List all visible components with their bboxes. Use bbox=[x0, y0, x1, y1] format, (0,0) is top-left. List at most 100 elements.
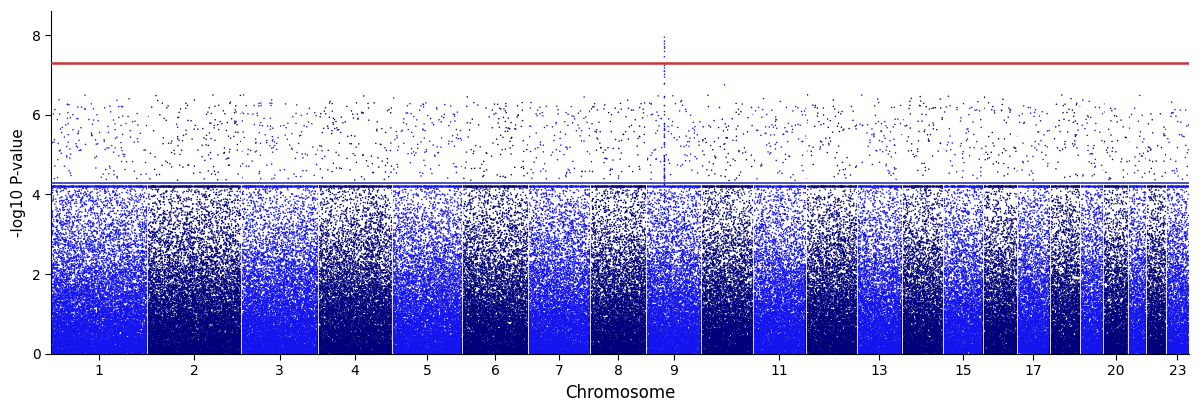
Point bbox=[1030, 324, 1049, 331]
Point bbox=[540, 335, 559, 341]
Point bbox=[967, 183, 986, 190]
Point bbox=[44, 301, 64, 308]
Point bbox=[1163, 340, 1182, 347]
Point bbox=[899, 293, 918, 299]
Point bbox=[1094, 341, 1114, 347]
Point bbox=[125, 255, 144, 262]
Point bbox=[348, 294, 367, 301]
Point bbox=[210, 254, 229, 261]
Point bbox=[582, 339, 601, 346]
Point bbox=[1014, 297, 1033, 304]
Point bbox=[887, 248, 906, 255]
Point bbox=[560, 307, 580, 313]
Point bbox=[610, 344, 629, 351]
Point bbox=[668, 350, 688, 356]
Point bbox=[780, 325, 799, 332]
Point bbox=[1145, 338, 1164, 344]
Point bbox=[774, 306, 793, 313]
Point bbox=[829, 234, 848, 240]
Point bbox=[968, 288, 988, 294]
Point bbox=[731, 346, 750, 352]
Point bbox=[518, 289, 538, 296]
Point bbox=[702, 288, 721, 294]
Point bbox=[1120, 347, 1139, 353]
Point bbox=[845, 183, 864, 190]
Point bbox=[352, 304, 371, 310]
Point bbox=[299, 348, 318, 354]
Point bbox=[1162, 344, 1181, 351]
Point bbox=[1067, 318, 1086, 325]
Point bbox=[380, 273, 400, 279]
Point bbox=[47, 282, 66, 288]
Point bbox=[382, 346, 401, 353]
Point bbox=[628, 183, 647, 190]
Point bbox=[598, 218, 617, 225]
Point bbox=[1001, 184, 1020, 191]
Point bbox=[1064, 251, 1084, 258]
Point bbox=[160, 331, 179, 338]
Point bbox=[48, 270, 67, 277]
Point bbox=[792, 297, 811, 304]
Point bbox=[634, 244, 653, 250]
Point bbox=[766, 209, 785, 216]
Point bbox=[791, 322, 810, 329]
Point bbox=[870, 183, 889, 190]
Point bbox=[464, 313, 484, 320]
Point bbox=[193, 348, 212, 355]
Point bbox=[722, 227, 742, 233]
Point bbox=[895, 301, 914, 307]
Point bbox=[642, 100, 661, 107]
Point bbox=[310, 291, 329, 297]
Point bbox=[152, 321, 172, 328]
Point bbox=[98, 350, 118, 357]
Point bbox=[935, 184, 954, 190]
Point bbox=[359, 258, 378, 265]
Point bbox=[608, 337, 628, 344]
Point bbox=[466, 344, 485, 351]
Point bbox=[492, 280, 511, 287]
Point bbox=[883, 348, 902, 354]
Point bbox=[313, 309, 332, 315]
Point bbox=[677, 347, 696, 353]
Point bbox=[569, 303, 588, 310]
Point bbox=[425, 327, 444, 334]
Point bbox=[456, 255, 475, 262]
Point bbox=[851, 344, 870, 351]
Point bbox=[200, 327, 220, 333]
Point bbox=[738, 270, 757, 277]
Point bbox=[804, 294, 823, 301]
Point bbox=[952, 257, 971, 264]
Point bbox=[215, 323, 234, 330]
Point bbox=[722, 183, 742, 190]
Point bbox=[721, 320, 740, 326]
Point bbox=[910, 309, 929, 315]
Point bbox=[922, 338, 941, 345]
Point bbox=[1052, 343, 1072, 350]
Point bbox=[1024, 334, 1043, 340]
Point bbox=[641, 347, 660, 354]
Point bbox=[697, 293, 716, 300]
Point bbox=[77, 282, 96, 288]
Point bbox=[372, 349, 391, 356]
Point bbox=[1175, 183, 1194, 190]
Point bbox=[230, 298, 250, 305]
Point bbox=[1098, 197, 1117, 204]
Point bbox=[1175, 311, 1194, 318]
Point bbox=[196, 183, 215, 190]
Point bbox=[67, 330, 86, 337]
Point bbox=[1147, 321, 1166, 328]
Point bbox=[1031, 339, 1050, 346]
Point bbox=[884, 305, 904, 311]
Point bbox=[1114, 319, 1133, 325]
Point bbox=[935, 350, 954, 357]
Point bbox=[472, 337, 491, 344]
Point bbox=[470, 284, 490, 291]
Point bbox=[1004, 324, 1024, 330]
Point bbox=[618, 320, 637, 327]
Point bbox=[527, 287, 546, 294]
Point bbox=[1090, 321, 1109, 328]
Point bbox=[79, 344, 98, 350]
Point bbox=[922, 336, 941, 342]
Point bbox=[287, 183, 306, 190]
Point bbox=[910, 341, 929, 347]
